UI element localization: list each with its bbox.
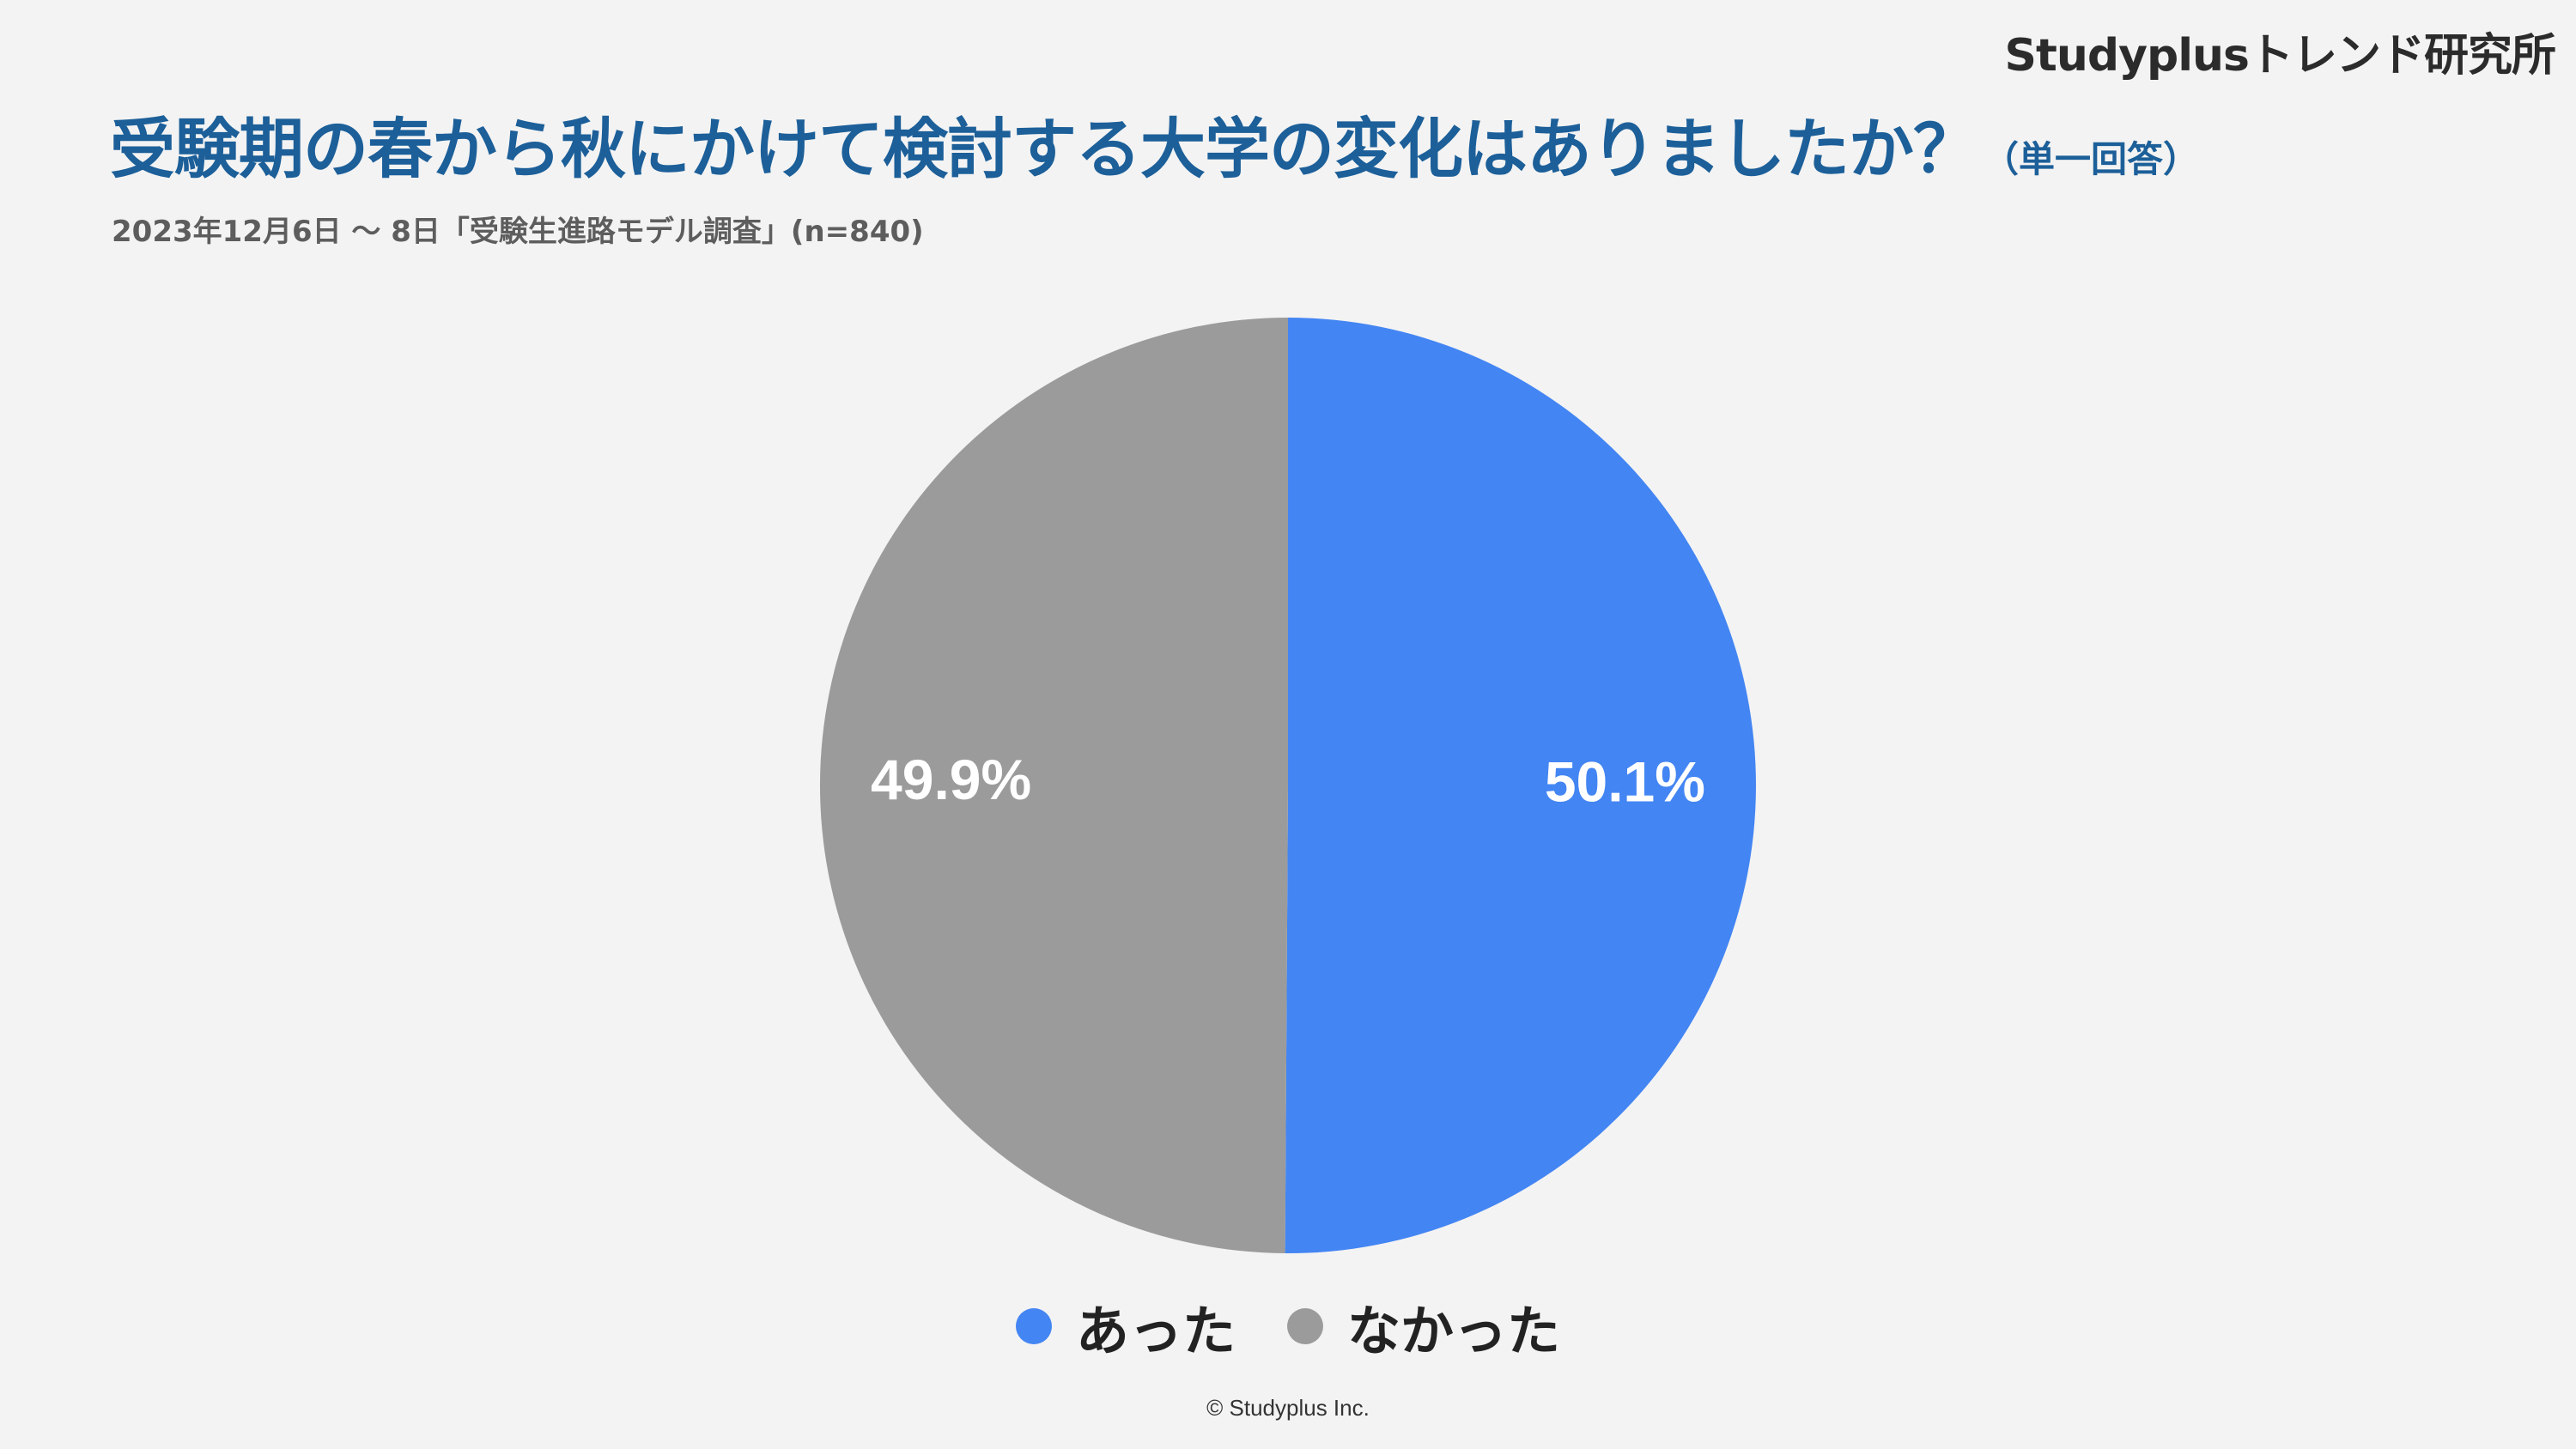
pie-label-atta: 50.1% bbox=[1545, 750, 1705, 814]
title-note: （単一回答） bbox=[1983, 138, 2200, 180]
title-row: 受験期の春から秋にかけて検討する大学の変化はありましたか？ （単一回答） bbox=[110, 96, 2199, 191]
survey-subtitle: 2023年12月6日 〜 8日「受験生進路モデル調査」(n=840) bbox=[112, 215, 924, 249]
copyright-footer: © Studyplus Inc. bbox=[1206, 1395, 1370, 1421]
chart-legend: あった なかった bbox=[0, 1288, 2576, 1365]
legend-label-nakatta: なかった bbox=[1347, 1300, 1561, 1362]
pie-slice-atta bbox=[1285, 318, 1756, 1253]
brand-logo: Studyplusトレンド研究所 bbox=[2004, 30, 2556, 82]
legend-label-atta: あった bbox=[1075, 1300, 1236, 1362]
legend-swatch-atta bbox=[1015, 1308, 1052, 1344]
page-title: 受験期の春から秋にかけて検討する大学の変化はありましたか？ bbox=[110, 111, 1978, 187]
legend-item-atta: あった bbox=[1015, 1288, 1236, 1365]
pie-label-nakatta: 49.9% bbox=[871, 748, 1031, 811]
pie-slice-nakatta bbox=[819, 318, 1288, 1253]
legend-swatch-nakatta bbox=[1287, 1308, 1323, 1344]
legend-item-nakatta: なかった bbox=[1287, 1288, 1560, 1365]
